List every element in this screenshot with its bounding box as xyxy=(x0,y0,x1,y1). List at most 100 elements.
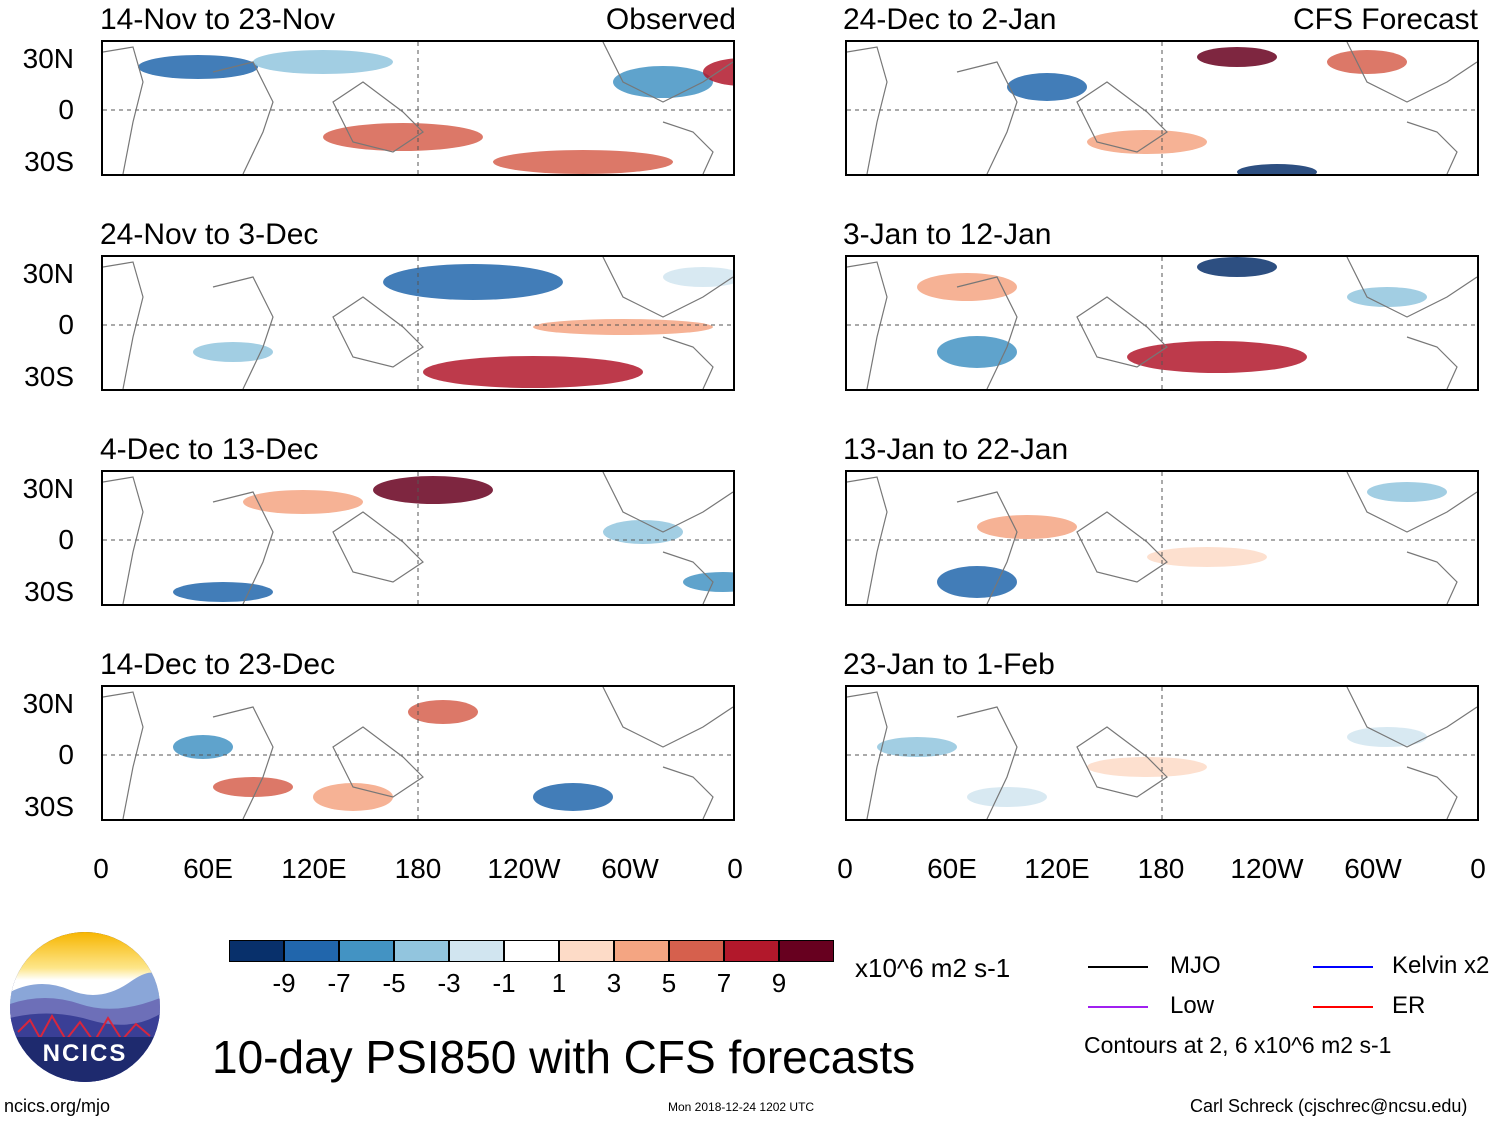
colorbar-swatch xyxy=(449,940,504,962)
map-panel-1 xyxy=(101,255,735,391)
coastline xyxy=(602,257,733,318)
lat-label-30s: 30S xyxy=(24,361,74,392)
lat-label-30s: 30S xyxy=(24,791,74,822)
coastline xyxy=(103,691,144,819)
coastline xyxy=(103,46,144,174)
lon-label: 120E xyxy=(1024,853,1090,884)
anomaly-shading xyxy=(173,735,233,759)
colorbar-tick: 3 xyxy=(606,968,622,998)
lat-label-30n: 30N xyxy=(22,473,74,504)
colorbar-tick: -5 xyxy=(382,968,406,998)
colorbar-swatch xyxy=(669,940,724,962)
colorbar-swatch xyxy=(394,940,449,962)
anomaly-shading xyxy=(533,319,713,335)
coastline xyxy=(332,81,424,153)
coastline xyxy=(212,61,274,174)
colorbar-tick: 9 xyxy=(771,968,787,998)
coastline xyxy=(1346,257,1477,318)
anomaly-shading xyxy=(1147,547,1267,567)
coastline xyxy=(662,766,714,819)
coastline xyxy=(602,42,733,103)
map-field-6 xyxy=(847,472,1477,604)
anomaly-shading xyxy=(173,582,273,602)
anomaly-shading xyxy=(383,264,563,300)
coastline xyxy=(332,296,424,368)
anomaly-shading xyxy=(313,783,393,811)
footer-website[interactable]: ncics.org/mjo xyxy=(4,1096,111,1116)
lon-label: 180 xyxy=(394,853,442,884)
figure-title: 10-day PSI850 with CFS forecasts xyxy=(212,1031,916,1083)
colorbar-tick: -7 xyxy=(327,968,351,998)
lat-label-30n: 30N xyxy=(22,688,74,719)
map-field-2 xyxy=(103,472,733,604)
lon-label: 120W xyxy=(1230,853,1304,884)
coastline xyxy=(103,261,144,389)
anomaly-shading xyxy=(683,572,733,592)
lon-label: 120E xyxy=(281,853,347,884)
anomaly-shading xyxy=(977,515,1077,539)
coastline xyxy=(956,706,1018,819)
coastline xyxy=(1076,296,1168,368)
colorbar-tick: -1 xyxy=(492,968,516,998)
legend-label-mjo: MJO xyxy=(1170,952,1221,979)
coastline xyxy=(212,276,274,389)
coastline xyxy=(1406,551,1458,604)
coastline xyxy=(956,491,1018,604)
panel-title-0: 14-Nov to 23-Nov xyxy=(100,3,336,36)
map-field-4 xyxy=(847,42,1477,174)
lat-label-eq: 0 xyxy=(58,309,74,340)
map-panel-2 xyxy=(101,470,735,606)
colorbar-swatch xyxy=(229,940,284,962)
anomaly-shading xyxy=(1327,50,1407,74)
anomaly-shading xyxy=(603,520,683,544)
legend-swatch-mjo xyxy=(1088,966,1148,968)
ncics-logo: NCICS xyxy=(10,932,160,1082)
colorbar-units: x10^6 m2 s-1 xyxy=(855,953,1011,983)
legend-label-er: ER xyxy=(1392,992,1426,1019)
colorbar-swatch xyxy=(284,940,339,962)
coastline xyxy=(1346,687,1477,748)
lat-label-eq: 0 xyxy=(58,94,74,125)
lat-label-eq: 0 xyxy=(58,739,74,770)
lat-label-30s: 30S xyxy=(24,576,74,607)
panel-title-1: 24-Nov to 3-Dec xyxy=(100,218,319,251)
coastline xyxy=(1406,336,1458,389)
coastline xyxy=(332,511,424,583)
coastline xyxy=(847,691,888,819)
anomaly-shading xyxy=(967,787,1047,807)
coastline xyxy=(1076,726,1168,798)
anomaly-shading xyxy=(937,336,1017,368)
anomaly-shading xyxy=(193,342,273,362)
anomaly-shading xyxy=(408,700,478,724)
coastline xyxy=(1346,472,1477,533)
contours-note: Contours at 2, 6 x10^6 m2 s-1 xyxy=(1084,1032,1392,1058)
lon-label: 120W xyxy=(487,853,561,884)
map-field-3 xyxy=(103,687,733,819)
coastline xyxy=(1346,42,1477,103)
coastline xyxy=(847,476,888,604)
logo-text: NCICS xyxy=(42,1040,128,1067)
anomaly-shading xyxy=(937,566,1017,598)
anomaly-shading xyxy=(323,123,483,151)
anomaly-shading xyxy=(613,66,713,98)
legend-label-low: Low xyxy=(1170,992,1215,1019)
lat-label-eq: 0 xyxy=(58,524,74,555)
map-panel-6 xyxy=(845,470,1479,606)
panel-label-cfs-forecast: CFS Forecast xyxy=(1292,3,1478,36)
lon-label: 0 xyxy=(93,853,109,884)
lat-label-30s: 30S xyxy=(24,146,74,177)
anomaly-shading xyxy=(1127,341,1307,373)
anomaly-shading xyxy=(533,783,613,811)
lon-label: 60E xyxy=(183,853,233,884)
map-panel-5 xyxy=(845,255,1479,391)
anomaly-shading xyxy=(663,267,733,287)
map-field-0 xyxy=(103,42,733,174)
panel-title-3: 14-Dec to 23-Dec xyxy=(100,648,336,681)
lon-label: 60E xyxy=(927,853,977,884)
anomaly-shading xyxy=(917,273,1017,301)
lon-label: 0 xyxy=(837,853,853,884)
footer-timestamp: Mon 2018-12-24 1202 UTC xyxy=(668,1100,815,1114)
coastline xyxy=(332,726,424,798)
map-field-7 xyxy=(847,687,1477,819)
anomaly-shading xyxy=(213,777,293,797)
